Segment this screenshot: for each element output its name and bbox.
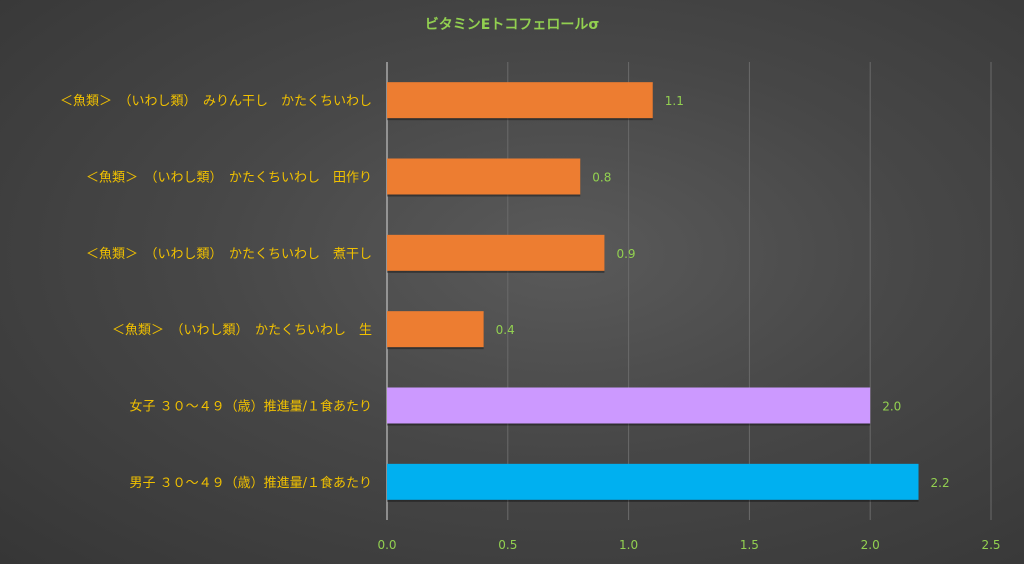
category-label: ＜魚類＞ （いわし類） かたくちいわし 生 [112,323,372,338]
x-tick-label: 0.5 [498,538,517,552]
data-label: 0.9 [616,247,635,261]
bars [387,82,919,502]
bar [387,234,605,271]
x-tick-label: 2.5 [981,538,1000,552]
category-label: ＜魚類＞ （いわし類） みりん干し かたくちいわし [60,94,372,109]
data-label: 0.8 [592,171,611,185]
category-label: 男子 ３０～４９（歳）推進量/１食あたり [129,475,372,491]
category-label: 女子 ３０～４９（歳）推進量/１食あたり [129,399,372,415]
category-label: ＜魚類＞ （いわし類） かたくちいわし 田作り [86,171,372,186]
data-label: 0.4 [496,323,515,337]
gridlines [386,62,992,520]
x-tick-label: 2.0 [861,538,880,552]
bar [387,82,653,119]
data-label: 2.0 [882,400,901,414]
x-tick-label: 1.0 [619,538,638,552]
x-tick-label: 0.0 [377,538,396,552]
bar [387,387,871,424]
x-tick-label: 1.5 [740,538,759,552]
bar [387,463,919,500]
data-label: 1.1 [665,94,684,108]
data-label: 2.2 [931,476,950,490]
labels: 0.0 0.5 1.0 1.5 2.0 2.5 ＜魚類＞ （いわし類） みりん干し かたくち… [60,94,1001,552]
category-label: ＜魚類＞ （いわし類） かたくちいわし 煮干し [86,247,372,262]
bar [387,158,581,195]
chart-title: ビタミンEトコフェロールσ [424,17,600,33]
bar [387,311,484,348]
